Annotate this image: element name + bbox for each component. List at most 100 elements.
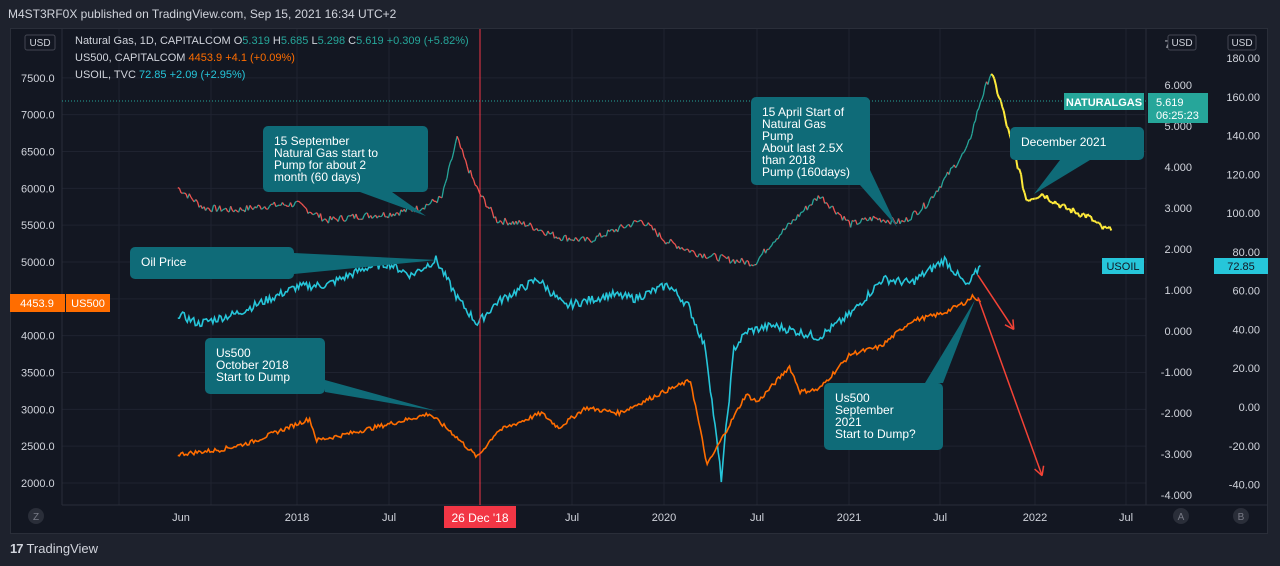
natural-gas-segment: [342, 219, 346, 222]
natural-gas-segment: [927, 198, 931, 204]
natural-gas-segment: [764, 249, 768, 254]
callout-oil[interactable]: Oil Price: [130, 247, 437, 279]
left-tick-label: 3000.0: [21, 404, 55, 416]
natural-gas-segment: [673, 242, 676, 245]
natural-gas-segment: [747, 260, 751, 267]
natural-gas-segment: [768, 246, 771, 250]
natural-gas-segment: [436, 196, 440, 203]
natural-gas-segment: [623, 226, 627, 229]
natural-gas-segment: [714, 254, 718, 260]
natural-gas-segment: [1080, 212, 1084, 218]
natural-gas-segment: [699, 253, 702, 256]
natural-gas-segment: [692, 250, 695, 253]
natural-gas-segment: [208, 208, 211, 212]
natural-gas-segment: [222, 208, 225, 211]
natural-gas-segment: [332, 216, 336, 220]
natural-gas-segment: [991, 74, 996, 80]
natural-gas-segment: [886, 219, 890, 223]
projection-arrowhead: [1041, 465, 1045, 476]
natural-gas-segment: [310, 212, 314, 216]
footer: [0, 534, 1280, 566]
natural-gas-segment: [264, 206, 267, 210]
natural-gas-segment: [650, 225, 654, 231]
tradingview-logo[interactable]: 17 TradingView: [10, 541, 99, 556]
natural-gas-segment: [431, 198, 435, 202]
auto-scale-a-button[interactable]: A: [1173, 508, 1189, 524]
natural-gas-segment: [808, 204, 811, 207]
time-tick-label: 2018: [285, 512, 309, 524]
chart-frame[interactable]: [10, 28, 1268, 534]
callout-december[interactable]: December 2021: [1010, 127, 1144, 194]
natural-gas-segment: [465, 160, 468, 168]
natural-gas-segment: [239, 207, 243, 211]
left-tick-label: 2500.0: [21, 441, 55, 453]
natural-gas-segment: [285, 204, 288, 207]
natural-gas-segment: [441, 187, 445, 198]
svg-text:Z: Z: [33, 512, 39, 523]
auto-scale-z-button[interactable]: Z: [28, 508, 44, 524]
natural-gas-segment: [861, 217, 864, 221]
natural-gas-segment: [825, 202, 829, 206]
callout-pointer: [860, 170, 897, 227]
legend-us500[interactable]: US500, CAPITALCOM 4453.9 +4.1 (+0.09%): [75, 52, 295, 64]
natural-gas-segment: [594, 235, 598, 242]
natural-gas-segment: [1004, 118, 1008, 127]
natural-gas-segment: [456, 135, 460, 141]
auto-scale-b-button[interactable]: B: [1233, 508, 1249, 524]
natural-gas-segment: [499, 220, 503, 223]
natural-gas-segment: [1023, 192, 1028, 201]
natural-gas-segment: [305, 208, 309, 214]
legend-natural-gas[interactable]: Natural Gas, 1D, CAPITALCOM O5.319 H5.68…: [75, 35, 469, 47]
natural-gas-segment: [531, 225, 534, 231]
natural-gas-segment: [277, 204, 280, 207]
legend-usoil[interactable]: USOIL, TVC 72.85 +2.09 (+2.95%): [75, 69, 246, 81]
natural-gas-segment: [1093, 219, 1097, 224]
natural-gas-segment: [851, 219, 855, 222]
natural-gas-segment: [591, 240, 594, 244]
natural-gas-segment: [708, 255, 711, 258]
natural-gas-segment: [727, 256, 731, 264]
natural-gas-segment: [483, 199, 487, 208]
mid-tick-label: 2.000: [1164, 244, 1192, 256]
natural-gas-segment: [1071, 207, 1076, 212]
natural-gas-segment: [304, 206, 307, 210]
right-tick-label: 100.00: [1226, 208, 1260, 220]
natural-gas-segment: [973, 120, 977, 124]
natural-gas-segment: [469, 170, 473, 177]
natural-gas-segment: [584, 237, 588, 242]
natural-gas-segment: [425, 203, 428, 206]
natural-gas-segment: [837, 211, 840, 215]
natural-gas-segment: [273, 201, 277, 207]
usoil-badge: USOIL 72.85: [1102, 258, 1268, 274]
natural-gas-segment: [472, 179, 476, 186]
natural-gas-segment: [205, 207, 208, 211]
natural-gas-segment: [255, 204, 259, 209]
natural-gas-segment: [996, 93, 1001, 99]
mid-tick-label: 0.000: [1164, 326, 1192, 338]
natural-gas-segment: [324, 218, 328, 222]
callout-text: December 2021: [1021, 135, 1107, 149]
us500-line: [177, 293, 982, 467]
natural-gas-segment: [912, 210, 915, 214]
natural-gas-segment: [301, 203, 304, 206]
natural-gas-segment: [901, 219, 904, 222]
time-tick-label: Jul: [382, 512, 396, 524]
natural-gas-segment: [579, 236, 583, 240]
left-tick-label: 4000.0: [21, 331, 55, 343]
natural-gas-segment: [1103, 225, 1107, 229]
natural-gas-segment: [1015, 158, 1019, 169]
natural-gas-segment: [542, 231, 546, 236]
natural-gas-segment: [313, 212, 317, 215]
natural-gas-segment: [638, 219, 641, 222]
right-tick-label: 40.00: [1232, 324, 1260, 336]
natural-gas-segment: [711, 252, 715, 256]
natural-gas-segment: [536, 228, 539, 232]
natural-gas-segment: [428, 202, 432, 205]
natural-gas-segment: [558, 237, 562, 241]
natural-gas-segment: [357, 218, 360, 221]
